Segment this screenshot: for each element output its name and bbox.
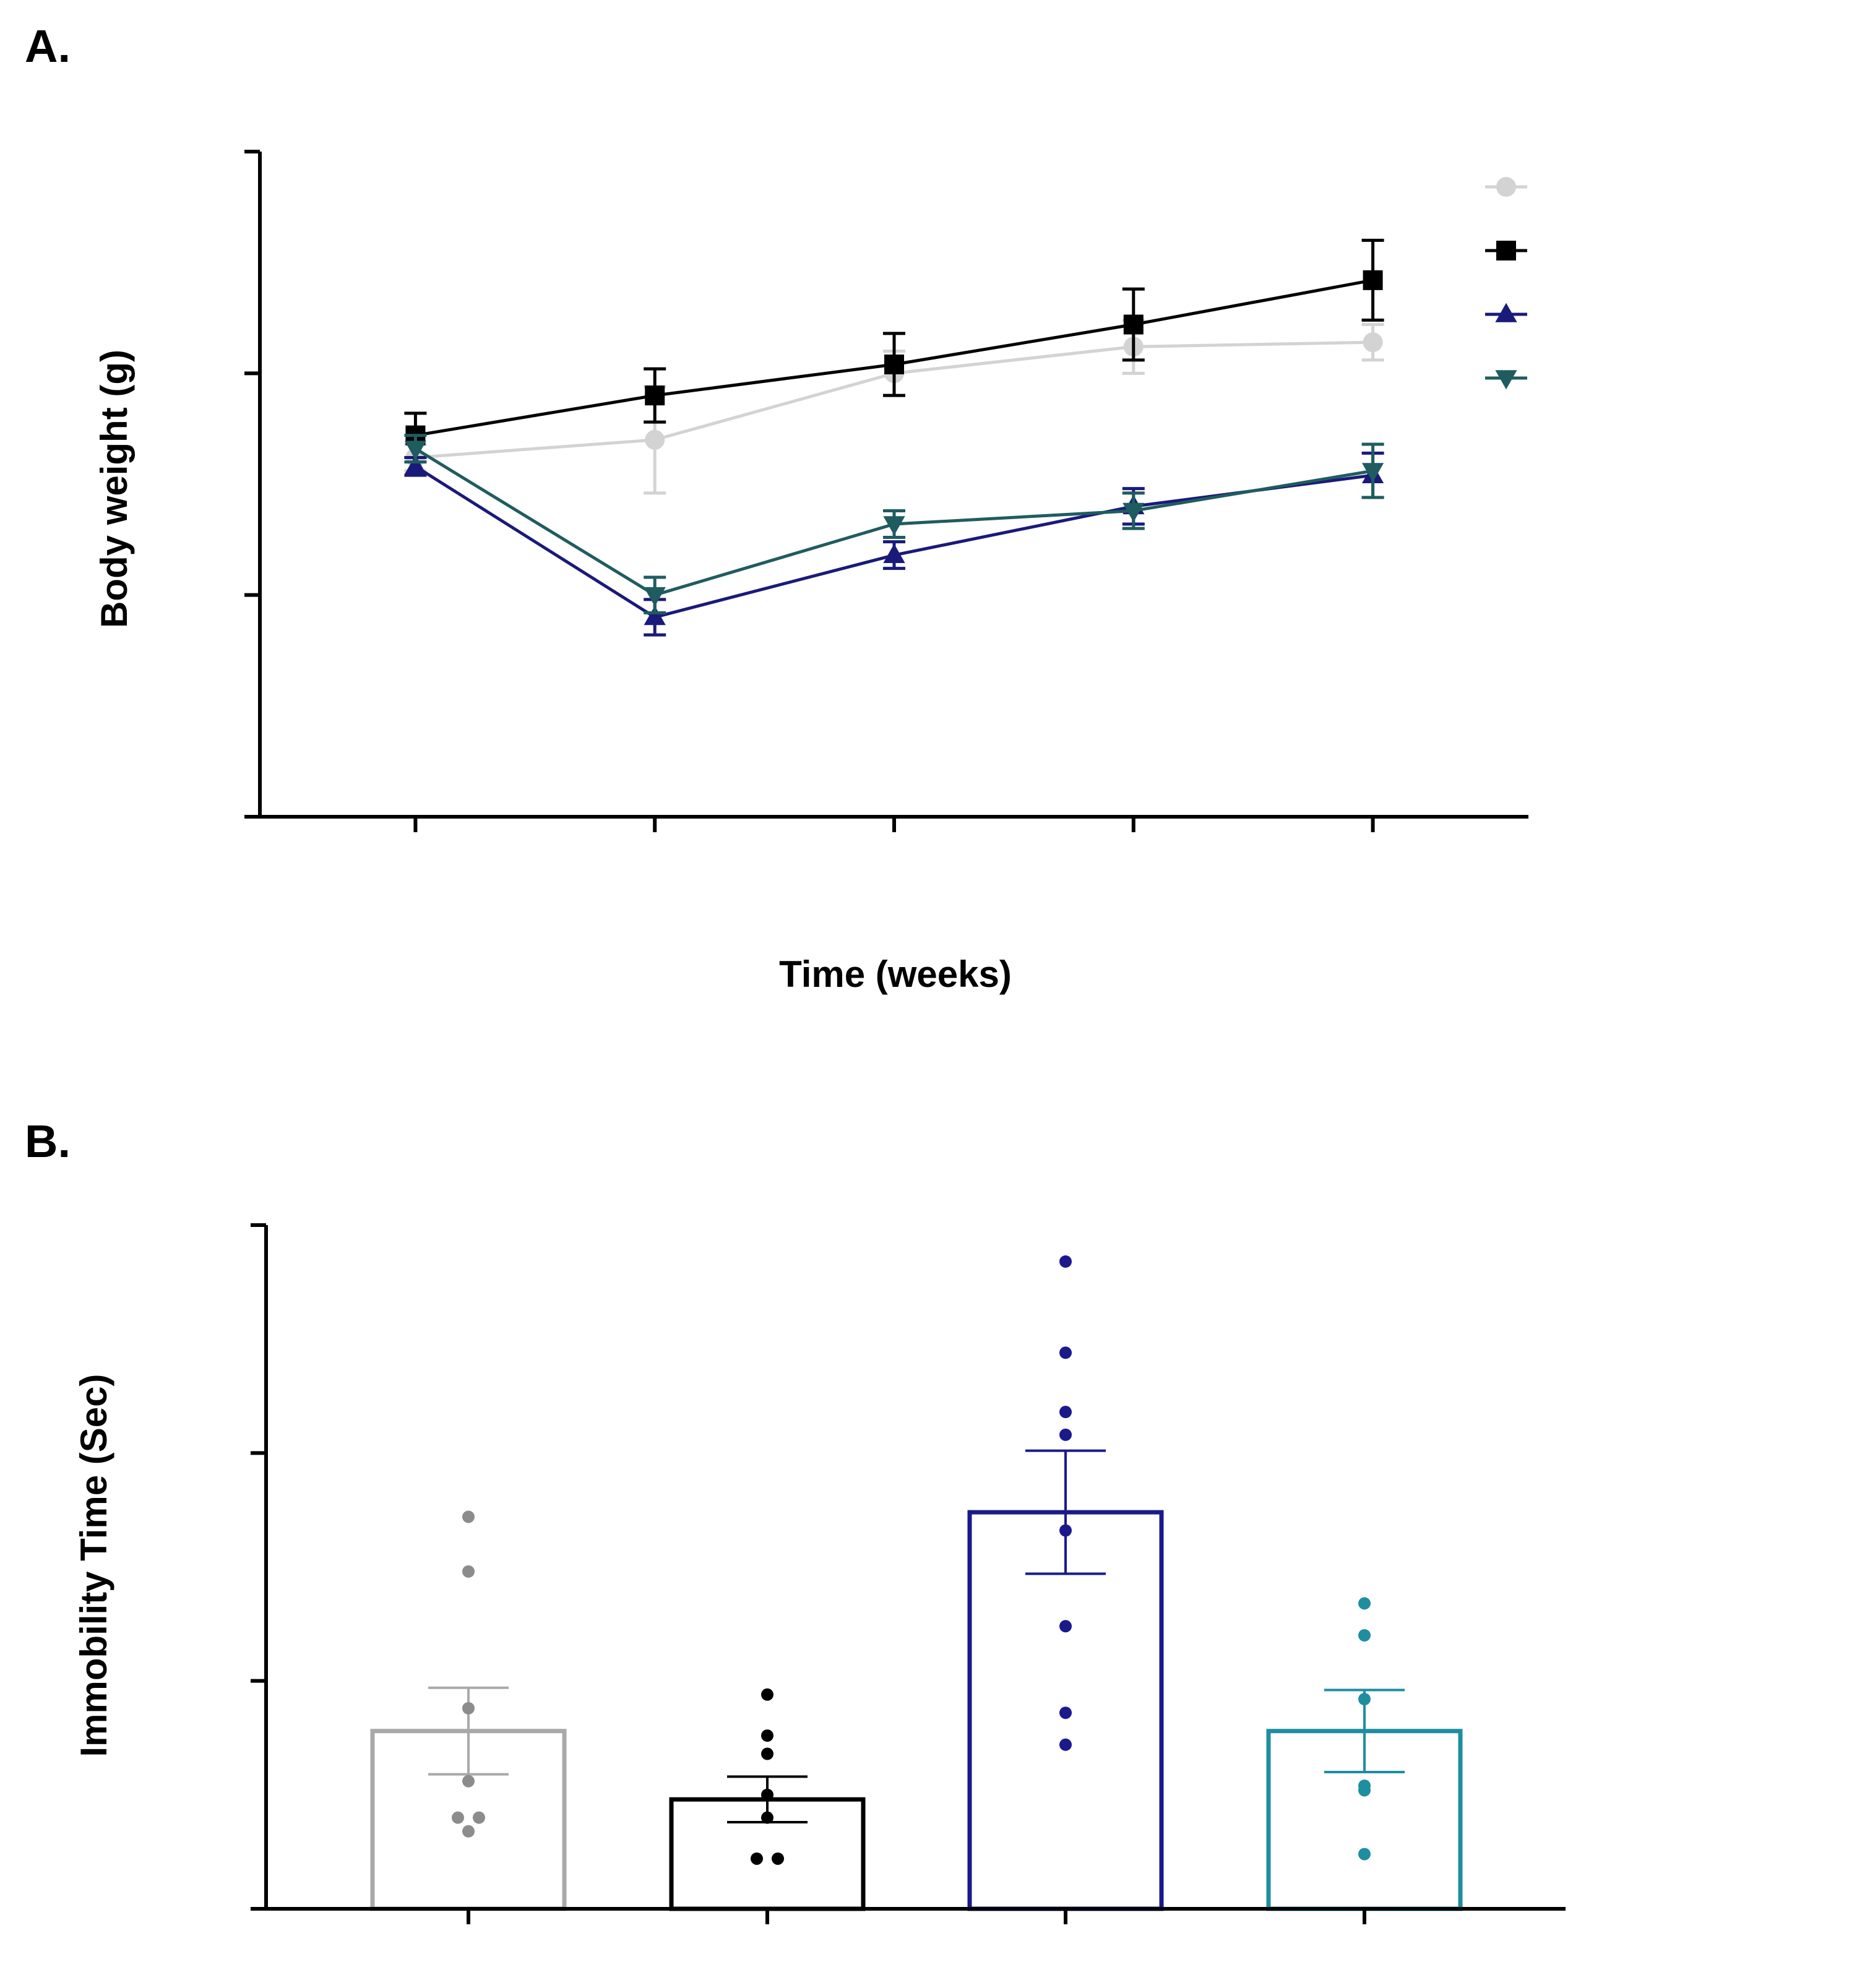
panel-a-y-ticks — [244, 150, 260, 819]
data-point-ly341495 — [772, 1852, 784, 1865]
data-point-cus — [1059, 1706, 1072, 1719]
data-point-cus — [1059, 1428, 1072, 1441]
data-point-control — [645, 429, 665, 450]
data-point-cus — [404, 455, 427, 475]
data-point-cus-ly341495 — [1358, 1597, 1371, 1610]
data-point-cus — [1059, 1346, 1072, 1359]
panel-b-marks — [370, 1255, 1463, 1911]
data-point-cus — [1059, 1524, 1072, 1537]
panel-b-y-axis-title: Immobility Time (Sec) — [73, 1374, 114, 1757]
data-point-control — [462, 1510, 475, 1523]
panel-a-x-axis-title: Time (weeks) — [779, 953, 1012, 995]
panel-b-y-ticks — [251, 1223, 266, 1911]
panel-a-marks — [404, 238, 1384, 637]
data-point-ly341495 — [761, 1729, 773, 1742]
panel-a-label: A. — [25, 20, 71, 72]
data-point-cus — [1059, 1738, 1072, 1751]
data-point-ly341495 — [645, 385, 665, 406]
data-point-cus-ly341495 — [1361, 463, 1384, 483]
data-point-cus-ly341495 — [1358, 1784, 1371, 1797]
legend-marker-ly341495 — [1496, 241, 1516, 260]
data-point-control — [462, 1702, 475, 1715]
data-point-ly341495 — [1123, 314, 1144, 335]
data-point-cus-ly341495 — [1358, 1693, 1371, 1706]
data-point-cus — [1059, 1406, 1072, 1419]
panel-b-x-ticks — [467, 1909, 1366, 1924]
data-point-cus — [883, 543, 905, 563]
legend-marker-control — [1496, 177, 1516, 197]
data-point-cus-ly341495 — [1358, 1629, 1371, 1642]
data-point-cus-ly341495 — [404, 441, 427, 460]
panel-a-x-ticks — [413, 817, 1375, 832]
data-point-ly341495 — [1363, 270, 1383, 290]
data-point-cus-ly341495 — [883, 516, 905, 536]
data-point-cus — [1059, 1620, 1072, 1633]
data-point-cus-ly341495 — [1122, 502, 1145, 522]
data-point-control — [462, 1825, 475, 1838]
panel-a-legend — [1485, 177, 1527, 390]
panel-a-line-chart: A. Body weight (g) Time (weeks) — [25, 20, 1528, 995]
panel-b-label: B. — [25, 1116, 71, 1167]
legend-marker-cus-ly341495 — [1495, 370, 1517, 390]
data-point-cus-ly341495 — [1358, 1848, 1371, 1861]
data-point-ly341495 — [884, 355, 904, 374]
panel-b-bar-chart: B. Immobility Time (Sec) — [25, 1116, 1566, 1924]
data-point-ly341495 — [761, 1788, 773, 1801]
data-point-control — [462, 1565, 475, 1578]
legend-marker-cus — [1495, 303, 1517, 322]
data-point-cus — [1059, 1255, 1072, 1268]
data-point-ly341495 — [761, 1688, 773, 1701]
data-point-control — [1363, 332, 1383, 353]
data-point-control — [473, 1811, 485, 1824]
data-point-control — [462, 1775, 475, 1788]
panel-a-y-axis-title: Body weight (g) — [93, 350, 135, 628]
data-point-cus — [644, 606, 666, 626]
data-point-ly341495 — [761, 1811, 773, 1824]
data-point-ly341495 — [761, 1747, 773, 1760]
data-point-control — [452, 1811, 464, 1824]
data-point-cus-ly341495 — [644, 587, 666, 607]
data-point-ly341495 — [751, 1852, 763, 1865]
